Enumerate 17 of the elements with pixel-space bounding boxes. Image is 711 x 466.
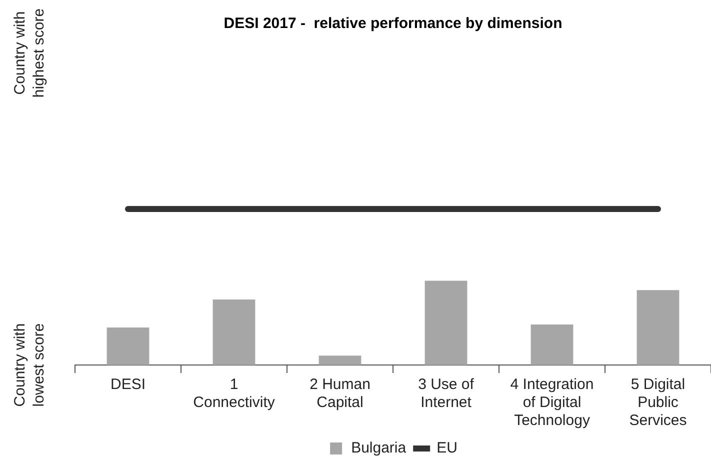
- bar: [106, 328, 150, 365]
- x-tick-label: DESI: [110, 376, 146, 394]
- chart-title: DESI 2017 - relative performance by dimension: [224, 15, 562, 32]
- bar: [424, 280, 468, 365]
- x-tick-label: 3 Use of Internet: [418, 376, 475, 412]
- bar: [318, 356, 362, 365]
- text: Country with lowest score: [12, 323, 48, 407]
- x-tick-label: 1 Connectivity: [193, 376, 276, 412]
- bar: [636, 290, 680, 365]
- legend-label: Bulgaria: [351, 440, 407, 457]
- legend-label: EU: [436, 440, 458, 457]
- bar: [530, 324, 574, 365]
- x-tick-label: 5 Digital Public Services: [629, 376, 687, 430]
- text: Country with highest score: [12, 8, 48, 98]
- x-tick-label: 4 Integration of Digital Technology: [510, 376, 594, 430]
- x-tick-label: 2 Human Capital: [310, 376, 370, 412]
- bar: [212, 299, 256, 365]
